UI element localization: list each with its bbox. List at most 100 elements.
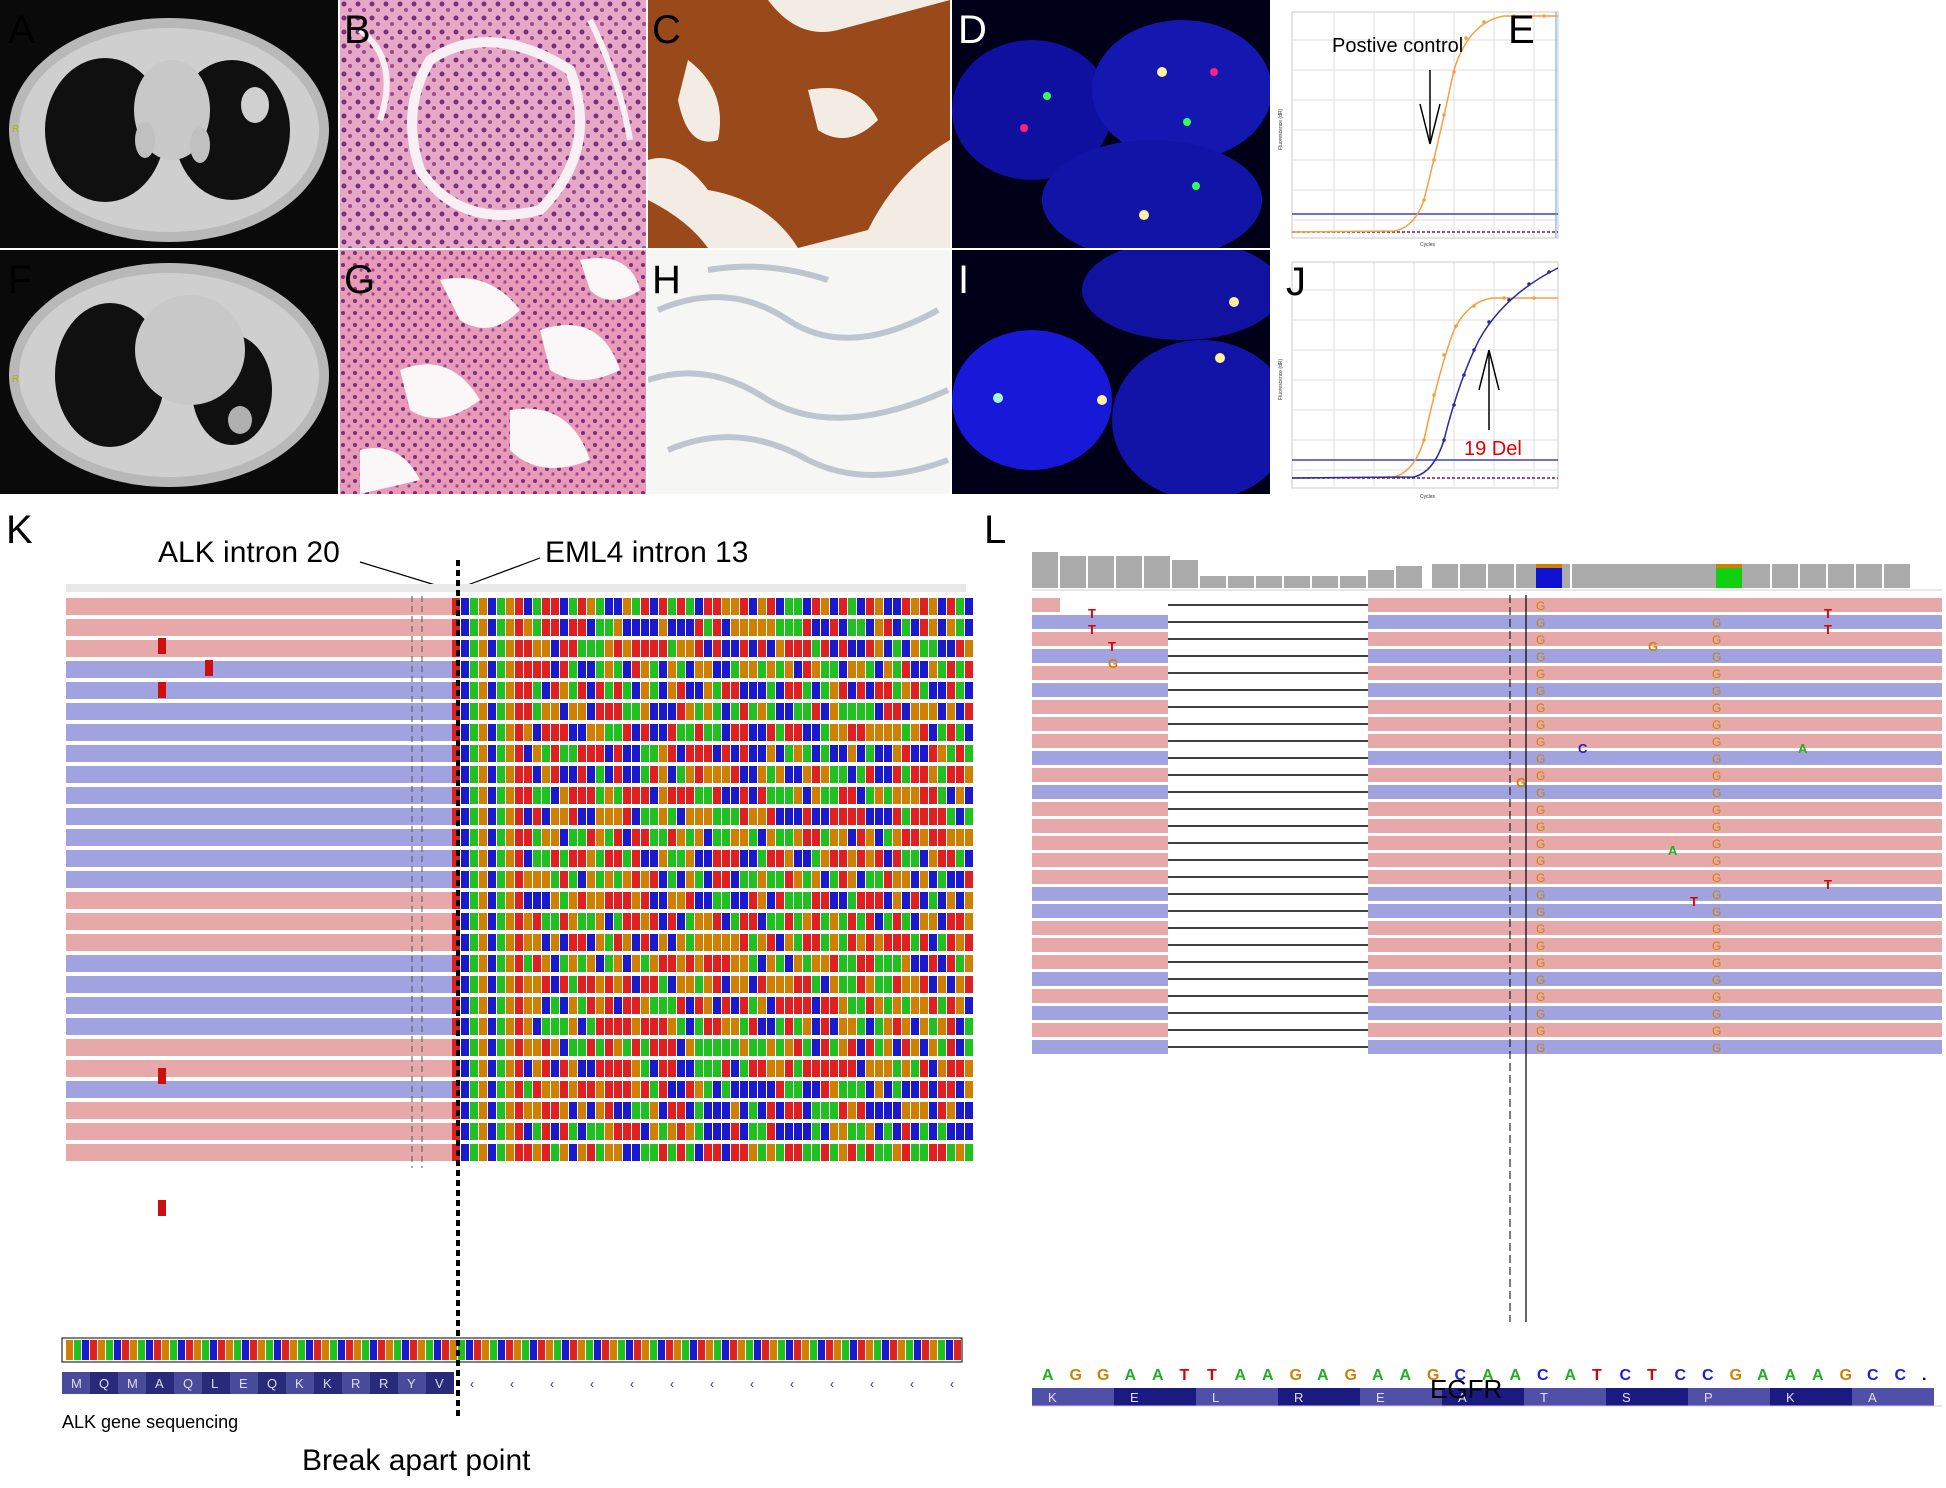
alk-clipped-base	[668, 850, 676, 867]
alk-clipped-base	[722, 1123, 730, 1140]
alk-clipped-base	[677, 808, 685, 825]
alk-clipped-base	[551, 871, 559, 888]
alk-clipped-base	[533, 1102, 541, 1119]
qpcr-bottom-ylabel: Fluorescence (dR)	[1278, 359, 1284, 400]
alk-clipped-base	[938, 1060, 946, 1077]
alk-clipped-base	[551, 724, 559, 741]
alk-clipped-base	[686, 934, 694, 951]
reference-nucleotide: C	[1702, 1367, 1714, 1384]
alk-clipped-base	[479, 1144, 487, 1161]
egfr-aa-cell	[1442, 1388, 1524, 1406]
read-base: G	[1712, 888, 1721, 902]
alk-clipped-base	[713, 1039, 721, 1056]
alk-clipped-base	[713, 850, 721, 867]
alk-clipped-base	[830, 745, 838, 762]
alk-clipped-base	[749, 1081, 757, 1098]
alk-clipped-base	[803, 745, 811, 762]
alk-clipped-base	[767, 1081, 775, 1098]
reference-base	[818, 1340, 825, 1360]
alk-clipped-base	[965, 598, 973, 615]
alk-clipped-base	[488, 661, 496, 678]
alk-clipped-base	[929, 661, 937, 678]
alk-clipped-base	[695, 703, 703, 720]
alk-clipped-base	[812, 1123, 820, 1140]
alk-clipped-base	[812, 703, 820, 720]
alk-clipped-base	[956, 1123, 964, 1140]
alk-clipped-base	[749, 1060, 757, 1077]
alk-clipped-base	[713, 1123, 721, 1140]
alk-clipped-base	[857, 640, 865, 657]
alk-clipped-base	[623, 745, 631, 762]
alk-clipped-base	[875, 598, 883, 615]
alk-clipped-base	[731, 976, 739, 993]
alk-clipped-base	[812, 976, 820, 993]
mismatch-mark	[158, 638, 166, 654]
alk-clipped-base	[632, 703, 640, 720]
read-base: G	[1712, 650, 1721, 664]
alk-clipped-base	[650, 1060, 658, 1077]
alk-clipped-base	[668, 1081, 676, 1098]
alk-clipped-base	[749, 1123, 757, 1140]
alk-clipped-base	[695, 745, 703, 762]
alk-clipped-base	[551, 850, 559, 867]
alk-clipped-base	[866, 1102, 874, 1119]
alk-clipped-base	[677, 703, 685, 720]
alk-clipped-base	[731, 829, 739, 846]
alk-clipped-base	[794, 955, 802, 972]
alk-clipped-base	[614, 745, 622, 762]
alk-clipped-base	[587, 619, 595, 636]
alk-clipped-base	[920, 976, 928, 993]
alk-clipped-base	[470, 1039, 478, 1056]
alk-clipped-base	[821, 1039, 829, 1056]
alk-read	[66, 934, 456, 951]
reference-nucleotide: G	[1730, 1367, 1742, 1384]
alk-clipped-base	[929, 766, 937, 783]
alk-clipped-base	[857, 787, 865, 804]
alk-clipped-base	[686, 1123, 694, 1140]
alk-clipped-base	[911, 913, 919, 930]
ihc-negative-image	[648, 250, 950, 494]
reference-base	[698, 1340, 705, 1360]
egfr-read-right	[1368, 921, 1942, 935]
alk-clipped-base	[866, 724, 874, 741]
alk-aa-cell	[370, 1372, 398, 1394]
alk-clipped-base	[866, 1123, 874, 1140]
alk-clipped-base	[677, 829, 685, 846]
alk-clipped-base	[686, 913, 694, 930]
alk-clipped-base	[947, 619, 955, 636]
reference-base	[314, 1340, 321, 1360]
alk-clipped-base	[596, 598, 604, 615]
alk-clipped-base	[533, 619, 541, 636]
alk-clipped-base	[920, 871, 928, 888]
egfr-gene-label: EGFR	[1430, 1374, 1502, 1404]
alk-clipped-base	[569, 913, 577, 930]
alk-clipped-base	[515, 955, 523, 972]
alk-clipped-base	[740, 871, 748, 888]
read-base: G	[1536, 735, 1545, 749]
alk-clipped-base	[956, 850, 964, 867]
alk-clipped-base	[560, 598, 568, 615]
read-base: G	[1536, 701, 1545, 715]
coverage-bar	[1340, 576, 1366, 588]
alk-clipped-base	[506, 703, 514, 720]
reference-base	[754, 1340, 761, 1360]
alk-clipped-base	[551, 1144, 559, 1161]
alk-clipped-base	[614, 661, 622, 678]
alk-clipped-base	[560, 808, 568, 825]
alk-clipped-base	[911, 808, 919, 825]
alk-clipped-base	[587, 682, 595, 699]
reference-base	[730, 1340, 737, 1360]
alk-clipped-base	[497, 871, 505, 888]
alk-clipped-base	[614, 598, 622, 615]
alk-clipped-base	[659, 598, 667, 615]
alk-clipped-base	[677, 1018, 685, 1035]
read-base: G	[1536, 769, 1545, 783]
alk-clipped-base	[605, 703, 613, 720]
read-base: G	[1712, 667, 1721, 681]
alk-clipped-base	[830, 766, 838, 783]
alk-clipped-base	[497, 934, 505, 951]
alk-clipped-base	[956, 787, 964, 804]
alk-clipped-base	[470, 1081, 478, 1098]
alk-clipped-base	[632, 871, 640, 888]
alk-clipped-base	[560, 682, 568, 699]
